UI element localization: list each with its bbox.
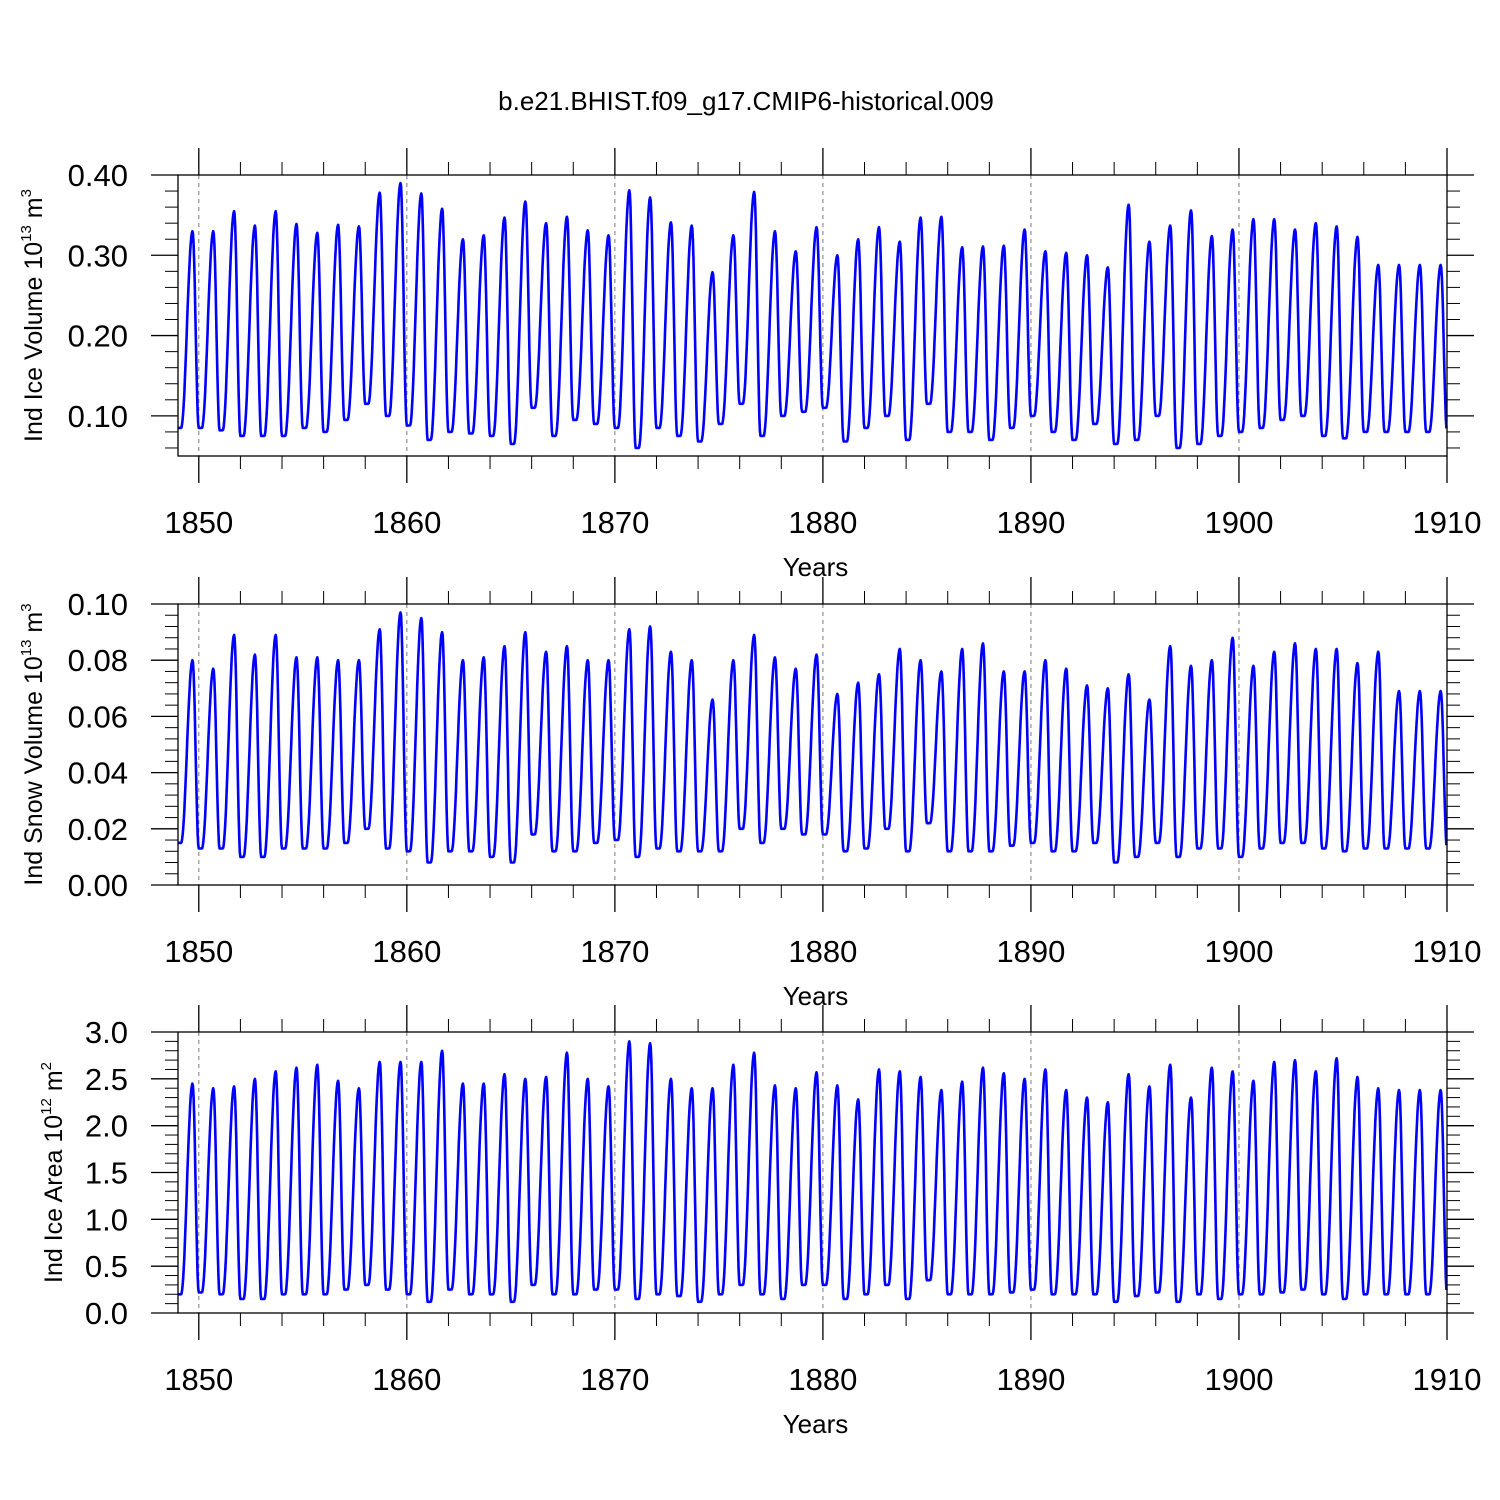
chart3-ylabel-exponent: 12 <box>38 1098 55 1115</box>
chart1-xtick-label-1900: 1900 <box>1204 505 1273 540</box>
chart2-xtick-label-1910: 1910 <box>1413 934 1482 969</box>
chart3-xtick-label-1900: 1900 <box>1204 1362 1273 1397</box>
chart1-xlabel: Years <box>783 552 849 582</box>
chart3-xtick-label-1890: 1890 <box>996 1362 1065 1397</box>
panel-ice-area: 1850 1860 1870 1880 1890 1900 1910 0.0 0.5 1.0 1.5… <box>38 1005 1481 1439</box>
chart1-ytick-label-0.40: 0.40 <box>68 158 128 193</box>
chart1-xtick-label-1860: 1860 <box>372 505 441 540</box>
chart2-xtick-label-1850: 1850 <box>164 934 233 969</box>
chart1-ytick-label-0.10: 0.10 <box>68 399 128 434</box>
chart3-ylabel: Ind Ice Area 1012 m2 <box>38 1062 68 1283</box>
chart3-ytick-label-2.0: 2.0 <box>85 1109 128 1144</box>
chart2-ylabel-exponent: 13 <box>18 640 35 657</box>
chart3-xlabel: Years <box>783 1409 849 1439</box>
chart1-ytick-label-0.20: 0.20 <box>68 319 128 354</box>
chart2-xtick-label-1870: 1870 <box>580 934 649 969</box>
chart2-xtick-label-1900: 1900 <box>1204 934 1273 969</box>
chart1-xtick-label-1910: 1910 <box>1413 505 1482 540</box>
chart3-xtick-label-1870: 1870 <box>580 1362 649 1397</box>
chart2-ytick-label-0.00: 0.00 <box>68 868 128 903</box>
chart1-ylabel-unit: m <box>20 197 48 225</box>
figure-title: b.e21.BHIST.f09_g17.CMIP6-historical.009 <box>498 86 994 116</box>
chart2-ylabel-unit-exponent: 3 <box>18 603 35 611</box>
panel-ice-volume: 1850 1860 1870 1880 1890 1900 1910 0.10 0.20 0.30… <box>18 148 1481 582</box>
chart1-ylabel-unit-exponent: 3 <box>18 189 35 197</box>
chart1-xtick-label-1870: 1870 <box>580 505 649 540</box>
chart3-ylabel-unit: m <box>40 1070 68 1098</box>
chart1-series-ice-volume <box>177 181 1448 450</box>
chart2-xtick-label-1860: 1860 <box>372 934 441 969</box>
chart2-ytick-label-0.08: 0.08 <box>68 643 128 678</box>
chart2-ylabel-unit: m <box>20 612 48 640</box>
chart3-ytick-label-1.0: 1.0 <box>85 1202 128 1237</box>
chart3-ylabel-main: Ind Ice Area 10 <box>40 1115 68 1283</box>
chart1-xtick-label-1850: 1850 <box>164 505 233 540</box>
chart3-series-ice-area <box>177 1040 1448 1304</box>
chart2-ytick-label-0.04: 0.04 <box>68 756 128 791</box>
chart2-ytick-label-0.06: 0.06 <box>68 699 128 734</box>
chart1-ylabel-main: Ind Ice Volume 10 <box>20 242 48 442</box>
chart3-ytick-label-2.5: 2.5 <box>85 1062 128 1097</box>
chart2-xtick-label-1880: 1880 <box>788 934 857 969</box>
chart3-ytick-label-0.5: 0.5 <box>85 1249 128 1284</box>
chart1-ylabel: Ind Ice Volume 1013 m3 <box>18 189 48 442</box>
chart1-xtick-label-1890: 1890 <box>996 505 1065 540</box>
chart3-ytick-label-1.5: 1.5 <box>85 1156 128 1191</box>
chart3-xtick-label-1860: 1860 <box>372 1362 441 1397</box>
chart3-ytick-label-3.0: 3.0 <box>85 1015 128 1050</box>
chart3-ylabel-unit-exponent: 2 <box>38 1062 55 1070</box>
chart1-ylabel-exponent: 13 <box>18 225 35 242</box>
chart2-xtick-label-1890: 1890 <box>996 934 1065 969</box>
chart2-ylabel: Ind Snow Volume 1013 m3 <box>18 603 48 885</box>
chart2-ytick-label-0.02: 0.02 <box>68 812 128 847</box>
chart3-xtick-label-1850: 1850 <box>164 1362 233 1397</box>
chart3-ytick-label-0.0: 0.0 <box>85 1296 128 1331</box>
chart2-ytick-label-0.10: 0.10 <box>68 587 128 622</box>
chart1-plot-frame <box>177 174 1448 457</box>
chart2-series-snow-volume <box>177 611 1448 864</box>
chart3-xtick-label-1880: 1880 <box>788 1362 857 1397</box>
panel-snow-volume: 1850 1860 1870 1880 1890 1900 1910 0.00 0.02 0.04… <box>18 577 1481 1011</box>
chart1-xtick-label-1880: 1880 <box>788 505 857 540</box>
chart2-ylabel-main: Ind Snow Volume 10 <box>20 656 48 885</box>
chart2-xlabel: Years <box>783 981 849 1011</box>
chart2-plot-frame <box>177 603 1448 886</box>
chart3-xtick-label-1910: 1910 <box>1413 1362 1482 1397</box>
chart1-ytick-label-0.30: 0.30 <box>68 238 128 273</box>
